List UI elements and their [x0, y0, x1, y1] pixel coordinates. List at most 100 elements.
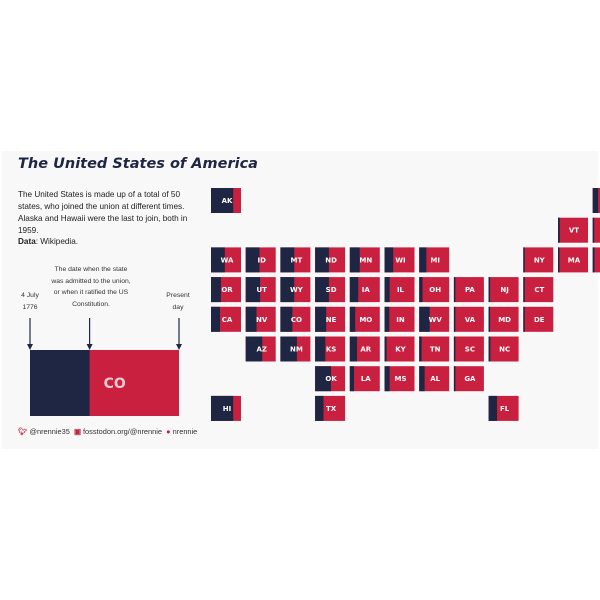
tile-after-segment [488, 306, 519, 332]
tile-before-segment [523, 277, 525, 303]
tile-before-segment [384, 277, 390, 303]
state-tile-mi: MI [419, 247, 450, 273]
tile-before-segment [558, 247, 560, 273]
legend-example-state: CO [104, 376, 126, 392]
tile-label: MD [498, 316, 511, 324]
state-tile-wy: WY [280, 277, 311, 303]
tile-label: SD [326, 286, 337, 294]
tile-after-segment [453, 366, 484, 392]
legend-middle-line: Constitution. [72, 300, 110, 308]
tile-after-segment [384, 306, 415, 332]
tile-after-segment [592, 217, 600, 243]
tile-before-segment [280, 336, 297, 362]
tile-label: AZ [256, 346, 267, 354]
state-tile-tn: TN [419, 336, 450, 362]
legend-before-segment [30, 350, 90, 416]
state-tile-me: ME [592, 188, 600, 213]
state-tile-wv: WV [419, 306, 450, 332]
tile-label: VT [569, 227, 579, 235]
tile-label: ND [325, 256, 337, 264]
state-tile-fl: FL [488, 395, 519, 421]
legend-start-line: 4 July [21, 292, 39, 299]
state-tile-ks: KS [315, 336, 346, 362]
tile-before-segment [488, 336, 491, 362]
tile-after-segment [349, 366, 380, 392]
tile-label: CT [534, 286, 544, 294]
state-tile-ok: OK [315, 366, 346, 392]
tile-before-segment [315, 277, 329, 303]
tile-label: FL [500, 405, 510, 413]
tile-before-segment [280, 306, 293, 332]
tile-before-segment [419, 277, 423, 303]
tile-label: OK [325, 375, 337, 383]
tile-label: TX [326, 405, 337, 413]
tile-label: WI [395, 256, 405, 264]
tile-label: NJ [500, 286, 508, 294]
tile-after-segment [453, 336, 484, 362]
tile-label: SC [465, 346, 475, 354]
state-tile-id: ID [245, 247, 276, 273]
legend-arrow-head [86, 344, 93, 350]
tile-before-segment [453, 366, 456, 392]
state-tile-grid: AK ME VT NH WA ID MT ND MN WI MI NY MA RI OR UT WY SD IA IL… [211, 188, 600, 421]
legend-middle-line: or when it ratified the US [53, 289, 129, 296]
state-tile-or: OR [211, 277, 241, 303]
state-tile-de: DE [523, 306, 554, 332]
tile-before-segment [592, 188, 599, 213]
mastodon-handle[interactable]: fosstodon.org/@nrennie [83, 427, 162, 436]
state-tile-ar: AR [349, 336, 380, 362]
state-tile-co: CO [280, 306, 311, 332]
chart-title: The United States of America [18, 156, 258, 172]
tile-label: MT [291, 256, 303, 264]
tile-label: WY [290, 286, 304, 294]
tile-before-segment [211, 306, 220, 332]
tile-before-segment [453, 306, 456, 332]
tile-before-segment [315, 366, 331, 392]
tile-before-segment [280, 247, 295, 273]
tile-before-segment [592, 247, 595, 273]
tile-label: AR [360, 346, 371, 354]
tile-before-segment [245, 247, 260, 273]
mastodon-icon: ▣ [73, 427, 81, 436]
legend-arrow-head [27, 344, 33, 350]
tile-after-segment [488, 336, 519, 362]
tile-before-segment [419, 306, 430, 332]
tile-before-segment [315, 395, 324, 421]
tile-before-segment [349, 277, 359, 303]
tile-label: NC [499, 346, 510, 354]
legend-end-line: Present [166, 292, 190, 299]
state-tile-ia: IA [349, 277, 380, 303]
tile-before-segment [349, 366, 354, 392]
state-tile-la: LA [349, 366, 380, 392]
tile-before-segment [211, 188, 234, 213]
state-tile-nh: NH [592, 217, 600, 243]
tile-label: TN [430, 346, 441, 354]
legend-start-label: 4 July 1776 [10, 290, 50, 313]
tile-before-segment [280, 277, 295, 303]
state-tile-ma: MA [558, 247, 588, 273]
tile-label: KS [326, 346, 336, 354]
tile-before-segment [211, 395, 234, 421]
tile-after-segment [453, 277, 484, 303]
twitter-icon: 🐦︎ [18, 427, 28, 436]
tile-before-segment [453, 336, 456, 362]
tile-label: VA [465, 316, 476, 324]
state-tile-ny: NY [523, 247, 554, 273]
legend: CO [27, 318, 182, 416]
state-tile-md: MD [488, 306, 519, 332]
state-tile-vt: VT [558, 217, 588, 243]
tile-before-segment [211, 247, 225, 273]
twitter-handle[interactable]: @nrennie35 [29, 427, 70, 436]
github-handle[interactable]: nrennie [172, 427, 198, 436]
tile-before-segment [315, 247, 329, 273]
legend-middle-label: The date when the state was admitted to t… [42, 264, 140, 310]
state-tile-ri: RI [592, 247, 600, 273]
tile-label: MO [359, 316, 372, 324]
tile-after-segment [453, 306, 484, 332]
tile-before-segment [349, 336, 357, 362]
tile-before-segment [384, 306, 390, 332]
state-tile-ca: CA [211, 306, 241, 332]
state-tile-ct: CT [523, 277, 554, 303]
state-tile-pa: PA [453, 277, 484, 303]
